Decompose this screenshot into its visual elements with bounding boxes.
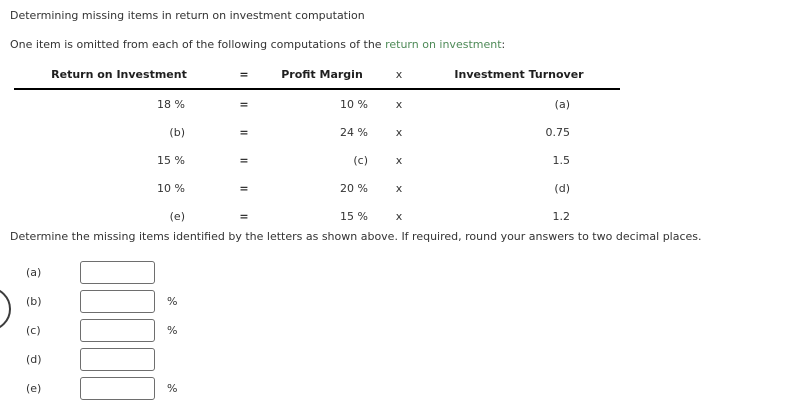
equals-cell: = — [239, 97, 249, 111]
col-header-return-on-investment: Return on Investment — [14, 62, 224, 90]
times-cell: x — [395, 125, 403, 139]
profit-margin-cell: 10 % — [340, 97, 368, 111]
roi-cell: (b) — [169, 125, 185, 139]
turnover-cell: 0.75 — [545, 125, 571, 139]
times-cell: x — [395, 97, 403, 111]
col-header-times: x — [380, 62, 418, 90]
roi-cell: 10 % — [157, 181, 185, 195]
answer-label-e: (e) — [26, 382, 42, 395]
answer-suffix-e: % — [167, 382, 178, 395]
times-cell: x — [395, 181, 403, 195]
answer-label-d: (d) — [26, 353, 42, 366]
answer-input-c[interactable] — [80, 319, 155, 342]
return-on-investment-link[interactable]: return on investment — [385, 38, 502, 51]
intro-prefix: One item is omitted from each of the fol… — [10, 38, 386, 51]
turnover-cell: (d) — [554, 181, 570, 195]
turnover-cell: 1.2 — [552, 209, 571, 223]
answer-input-e[interactable] — [80, 377, 155, 400]
profit-margin-cell: (c) — [353, 153, 368, 167]
times-cell: x — [395, 209, 403, 223]
table-row: 10 % = 20 % x (d) — [14, 174, 620, 202]
roi-cell: (e) — [169, 209, 185, 223]
answers-section: (a) (b) % (c) % (d) (e) % — [0, 261, 177, 406]
answer-row-b: (b) % — [0, 290, 177, 313]
answer-label-a: (a) — [26, 266, 42, 279]
equals-cell: = — [239, 209, 249, 223]
times-cell: x — [395, 153, 403, 167]
turnover-cell: (a) — [554, 97, 570, 111]
equals-cell: = — [239, 181, 249, 195]
answer-input-b[interactable] — [80, 290, 155, 313]
profit-margin-cell: 15 % — [340, 209, 368, 223]
answer-label-b: (b) — [26, 295, 42, 308]
instruction-text: Determine the missing items identified b… — [10, 230, 702, 243]
answer-suffix-c: % — [167, 324, 178, 337]
profit-margin-cell: 24 % — [340, 125, 368, 139]
answer-row-c: (c) % — [0, 319, 177, 342]
col-header-investment-turnover: Investment Turnover — [418, 62, 620, 90]
answer-input-a[interactable] — [80, 261, 155, 284]
answer-suffix-b: % — [167, 295, 178, 308]
roi-computation-table: Return on Investment = Profit Margin x I… — [14, 62, 620, 230]
page-title: Determining missing items in return on i… — [10, 9, 365, 22]
roi-cell: 18 % — [157, 97, 185, 111]
answer-row-e: (e) % — [0, 377, 177, 400]
equals-cell: = — [239, 125, 249, 139]
col-header-equals: = — [224, 62, 264, 90]
answer-row-d: (d) — [0, 348, 177, 371]
answer-input-d[interactable] — [80, 348, 155, 371]
intro-suffix: : — [501, 38, 506, 51]
table-row: 15 % = (c) x 1.5 — [14, 146, 620, 174]
intro-sentence: One item is omitted from each of the fol… — [10, 38, 505, 51]
col-header-profit-margin: Profit Margin — [264, 62, 380, 90]
table-row: (e) = 15 % x 1.2 — [14, 202, 620, 230]
equals-cell: = — [239, 153, 249, 167]
answer-label-c: (c) — [26, 324, 41, 337]
roi-cell: 15 % — [157, 153, 185, 167]
table-header-row: Return on Investment = Profit Margin x I… — [14, 62, 620, 90]
turnover-cell: 1.5 — [552, 153, 571, 167]
table-row: 18 % = 10 % x (a) — [14, 89, 620, 118]
profit-margin-cell: 20 % — [340, 181, 368, 195]
table-row: (b) = 24 % x 0.75 — [14, 118, 620, 146]
answer-row-a: (a) — [0, 261, 177, 284]
